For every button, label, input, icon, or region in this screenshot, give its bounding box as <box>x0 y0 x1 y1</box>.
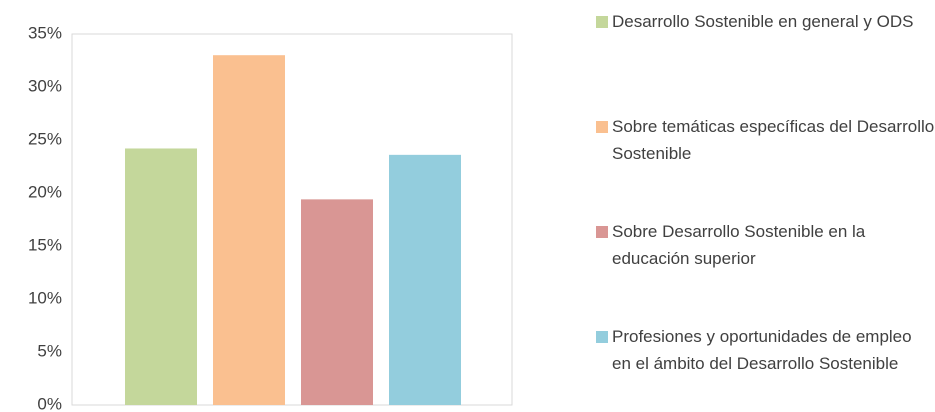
y-tick-label: 25% <box>28 129 62 148</box>
legend: Desarrollo Sostenible en general y ODS So… <box>594 8 935 412</box>
plot-area <box>71 33 513 406</box>
legend-item: Profesiones y oportunidades de empleo en… <box>594 323 935 412</box>
legend-swatch <box>596 121 608 133</box>
legend-item: Desarrollo Sostenible en general y ODS <box>594 8 935 113</box>
bar <box>389 154 461 405</box>
legend-item: Sobre Desarrollo Sostenible en la educac… <box>594 218 935 323</box>
y-tick-label: 5% <box>37 341 62 360</box>
y-tick-label: 0% <box>37 394 62 412</box>
legend-label: Sobre temáticas específicas del Desarrol… <box>612 117 935 163</box>
legend-swatch <box>596 16 608 28</box>
bar <box>125 148 197 406</box>
y-tick-label: 20% <box>28 182 62 201</box>
bar <box>213 55 285 405</box>
bar <box>301 199 373 405</box>
legend-label: Sobre Desarrollo Sostenible en la educac… <box>612 222 866 268</box>
y-tick-label: 35% <box>28 23 62 42</box>
y-tick-label: 30% <box>28 76 62 95</box>
y-tick-label: 15% <box>28 235 62 254</box>
legend-label: Profesiones y oportunidades de empleo en… <box>612 327 912 373</box>
legend-swatch <box>596 331 608 343</box>
y-tick-label: 10% <box>28 288 62 307</box>
legend-label: Desarrollo Sostenible en general y ODS <box>612 12 914 31</box>
legend-swatch <box>596 226 608 238</box>
legend-item: Sobre temáticas específicas del Desarrol… <box>594 113 935 218</box>
